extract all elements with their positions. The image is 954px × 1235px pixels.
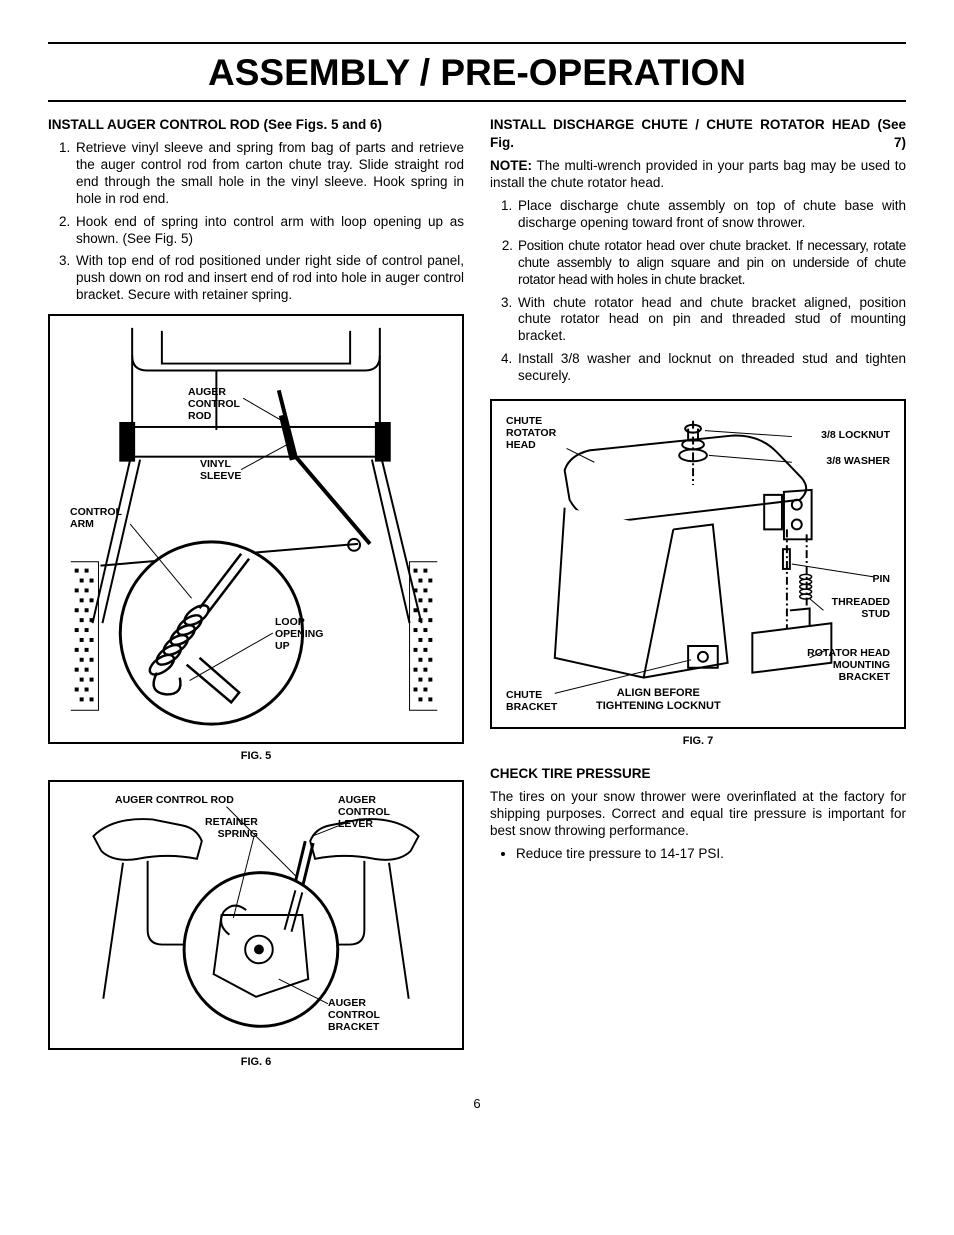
fig6-caption: FIG. 6: [48, 1056, 464, 1068]
note-label: NOTE:: [490, 158, 532, 173]
figure-5: AUGER CONTROL ROD VINYL SLEEVE CONTROL A…: [48, 314, 464, 744]
title-rule: [48, 100, 906, 102]
fig6-label-retainer-spring: RETAINER SPRING: [205, 816, 258, 840]
fig6-label-auger-control-lever: AUGER CONTROL LEVER: [338, 794, 390, 830]
fig7-label-locknut: 3/8 LOCKNUT: [821, 429, 890, 441]
fig7-label-chute-rotator-head: CHUTE ROTATOR HEAD: [506, 415, 556, 451]
chute-step-1: Place discharge chute assembly on top of…: [516, 198, 906, 232]
auger-step-3: With top end of rod positioned under rig…: [74, 253, 464, 304]
tire-paragraph: The tires on your snow thrower were over…: [490, 789, 906, 840]
fig6-label-auger-control-rod: AUGER CONTROL ROD: [115, 794, 234, 806]
two-column-layout: INSTALL AUGER CONTROL ROD (See Figs. 5 a…: [48, 116, 906, 1068]
chute-step-2: Position chute rotator head over chute b…: [516, 238, 906, 289]
fig7-label-chute-bracket: CHUTE BRACKET: [506, 689, 557, 713]
fig7-label-threaded-stud: THREADED STUD: [832, 596, 890, 620]
fig7-label-washer: 3/8 WASHER: [826, 455, 890, 467]
fig5-caption: FIG. 5: [48, 750, 464, 762]
right-column: INSTALL DISCHARGE CHUTE / CHUTE ROTATOR …: [490, 116, 906, 1068]
fig5-label-vinyl-sleeve: VINYL SLEEVE: [200, 458, 241, 482]
tire-bullet-1: Reduce tire pressure to 14-17 PSI.: [516, 846, 906, 863]
fig7-label-align-before: ALIGN BEFORE TIGHTENING LOCKNUT: [596, 687, 721, 713]
chute-step-4: Install 3/8 washer and locknut on thread…: [516, 351, 906, 385]
page-number: 6: [48, 1096, 906, 1111]
tire-bullets: Reduce tire pressure to 14-17 PSI.: [490, 846, 906, 863]
heading-install-chute: INSTALL DISCHARGE CHUTE / CHUTE ROTATOR …: [490, 116, 906, 152]
heading-check-tire: CHECK TIRE PRESSURE: [490, 765, 906, 783]
fig6-label-auger-control-bracket: AUGER CONTROL BRACKET: [328, 997, 380, 1033]
fig5-label-loop-opening-up: LOOP OPENING UP: [275, 616, 323, 652]
auger-step-1: Retrieve vinyl sleeve and spring from ba…: [74, 140, 464, 208]
fig5-label-auger-control-rod: AUGER CONTROL ROD: [188, 386, 240, 422]
top-rule: [48, 42, 906, 44]
figure-7: CHUTE ROTATOR HEAD 3/8 LOCKNUT 3/8 WASHE…: [490, 399, 906, 729]
auger-steps-list: Retrieve vinyl sleeve and spring from ba…: [48, 140, 464, 304]
note-text: The multi-wrench provided in your parts …: [490, 158, 906, 190]
auger-step-2: Hook end of spring into control arm with…: [74, 214, 464, 248]
fig7-label-pin: PIN: [872, 573, 890, 585]
fig7-label-rotator-head-mounting-bracket: ROTATOR HEAD MOUNTING BRACKET: [807, 647, 890, 683]
fig5-label-control-arm: CONTROL ARM: [70, 506, 122, 530]
chute-step-3: With chute rotator head and chute bracke…: [516, 295, 906, 346]
chute-steps-list: Place discharge chute assembly on top of…: [490, 198, 906, 385]
chute-note: NOTE: The multi-wrench provided in your …: [490, 158, 906, 192]
fig7-caption: FIG. 7: [490, 735, 906, 747]
figure-6: AUGER CONTROL ROD AUGER CONTROL LEVER RE…: [48, 780, 464, 1050]
left-column: INSTALL AUGER CONTROL ROD (See Figs. 5 a…: [48, 116, 464, 1068]
page-title: ASSEMBLY / PRE-OPERATION: [48, 52, 906, 94]
heading-install-auger: INSTALL AUGER CONTROL ROD (See Figs. 5 a…: [48, 116, 464, 134]
